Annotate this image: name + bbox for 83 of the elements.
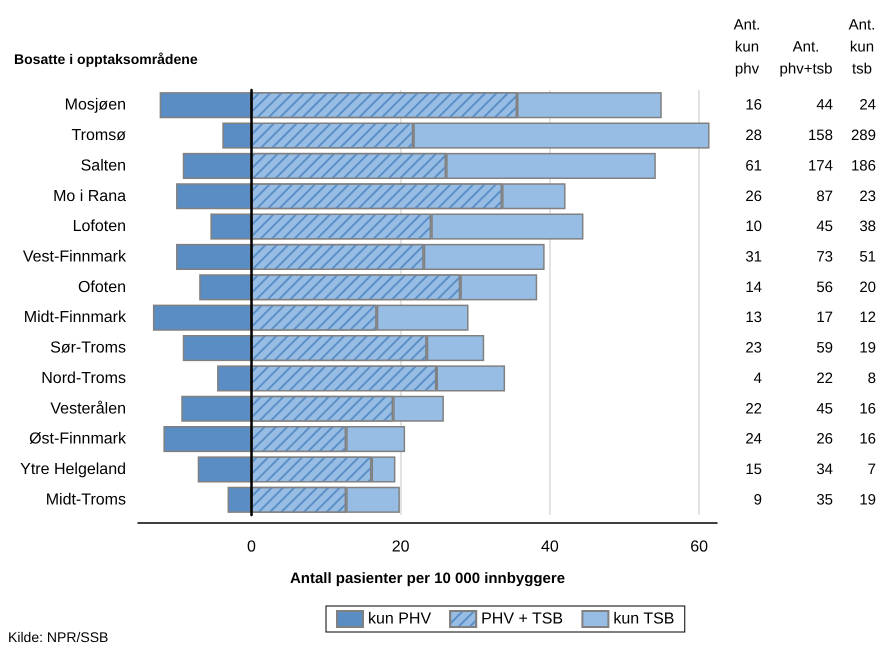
legend-label: kun PHV (368, 610, 432, 628)
text: 26 (816, 430, 833, 448)
x-axis-title: Antall pasienter per 10 000 innbyggere (290, 570, 566, 587)
y-tick-label: Mosjøen (64, 96, 126, 114)
bar (163, 426, 252, 452)
text: 26 (745, 188, 762, 205)
text: 44 (816, 96, 833, 114)
text: 16 (859, 430, 876, 448)
text: 7 (868, 460, 876, 478)
text: 12 (859, 309, 876, 326)
text: 17 (816, 309, 833, 326)
text: 20 (859, 278, 876, 296)
y-axis-title: Bosatte i opptaksområdene (14, 51, 198, 67)
text: 19 (859, 340, 876, 357)
text: 14 (745, 278, 762, 296)
text: 87 (816, 188, 833, 205)
bar (152, 304, 252, 331)
text: 22 (816, 370, 833, 387)
text: Kilde: NPR/SSB (8, 629, 108, 645)
bar (176, 183, 252, 210)
text: 45 (816, 218, 833, 236)
text: 56 (816, 278, 833, 296)
text: 8 (868, 370, 876, 387)
text: 51 (859, 248, 876, 266)
bar (182, 152, 252, 179)
bar (198, 456, 252, 483)
text: 13 (745, 309, 762, 326)
text: Ant. kun tsb (848, 16, 876, 78)
text: 24 (745, 430, 762, 448)
text: 73 (816, 248, 833, 266)
y-tick-label: Ytre Helgeland (20, 460, 126, 478)
x-tick-label: 20 (392, 538, 410, 556)
text: 31 (745, 248, 762, 266)
legend-label: kun TSB (613, 610, 674, 628)
y-tick-label: Tromsø (71, 127, 126, 144)
bar (176, 244, 252, 270)
bar (181, 396, 252, 422)
bar (228, 486, 252, 513)
text: 10 (745, 218, 762, 236)
text: 23 (859, 188, 876, 205)
bar (222, 122, 252, 149)
text: 174 (808, 157, 833, 174)
y-tick-label: Salten (80, 157, 126, 174)
x-tick-label: 0 (246, 538, 256, 556)
text: 45 (816, 400, 833, 418)
text: 16 (859, 400, 876, 418)
text: 34 (816, 460, 833, 478)
text: 19 (859, 491, 876, 508)
y-tick-label: Midt-Finnmark (24, 309, 127, 326)
y-tick-label: Lofoten (72, 218, 126, 236)
y-tick-label: Øst-Finnmark (29, 430, 127, 448)
y-tick-label: Vesterålen (50, 400, 126, 418)
text: 9 (754, 491, 762, 508)
bar (160, 92, 252, 118)
y-tick-label: Midt-Troms (46, 491, 126, 508)
text: 22 (745, 400, 762, 418)
text: 4 (754, 370, 762, 387)
text: Ant. phv+tsb (780, 38, 832, 78)
y-tick-label: Ofoten (78, 278, 126, 296)
text: 59 (816, 340, 833, 357)
text: 158 (808, 127, 833, 144)
y-tick-label: Mo i Rana (53, 188, 126, 205)
text: 16 (745, 96, 762, 114)
text: 28 (745, 127, 762, 144)
text: 23 (745, 340, 762, 357)
bar (217, 365, 252, 392)
bar (199, 274, 252, 300)
legend-label: PHV + TSB (481, 610, 564, 628)
text: 289 (850, 127, 876, 144)
text: 61 (745, 157, 762, 174)
y-tick-label: Vest-Finnmark (22, 248, 127, 266)
text: 186 (850, 157, 876, 174)
x-tick-label: 60 (690, 538, 708, 556)
bar (210, 214, 252, 240)
x-tick-label: 40 (540, 538, 559, 556)
text: 35 (816, 491, 833, 508)
text: 38 (859, 218, 876, 236)
y-tick-label: Nord-Troms (41, 370, 126, 387)
y-tick-label: Sør-Troms (50, 340, 126, 357)
text: 24 (859, 96, 876, 114)
bar (182, 334, 252, 362)
text: Ant. kun phv (734, 16, 760, 78)
text: 15 (745, 460, 762, 478)
